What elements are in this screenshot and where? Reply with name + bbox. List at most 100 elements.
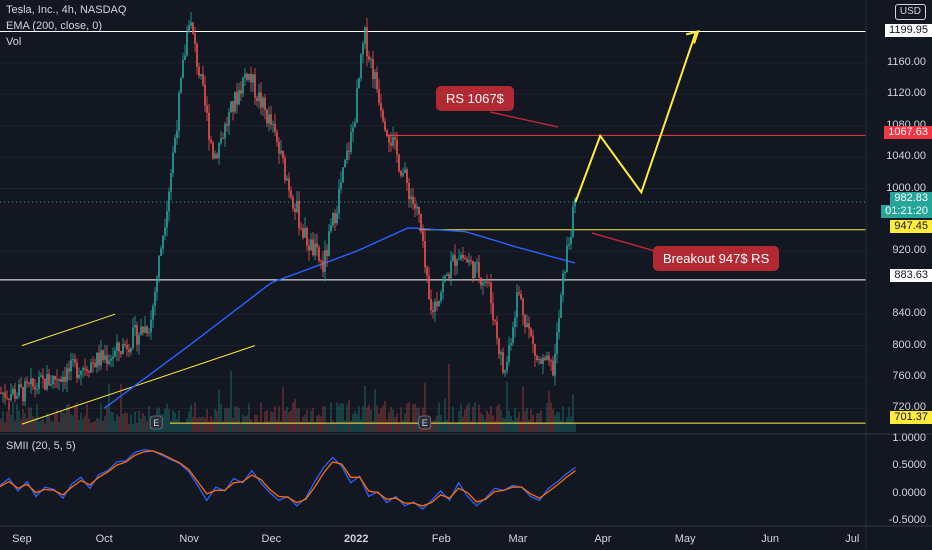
smii-tick: 0.5000 (892, 459, 926, 472)
candle-body (300, 227, 302, 229)
candle-body (334, 212, 336, 224)
candle-body (112, 356, 114, 359)
candle-body (410, 196, 412, 200)
volume-bar (58, 422, 60, 432)
volume-bar (560, 420, 562, 432)
candle-body (532, 335, 534, 344)
candle-body (278, 142, 280, 154)
candle-body (110, 358, 112, 361)
candle-body (380, 103, 382, 111)
earnings-marker-label: E (422, 418, 428, 428)
candle-body (288, 178, 290, 191)
volume-bar (172, 410, 174, 432)
candle-body (222, 138, 224, 140)
candle-body (74, 359, 76, 363)
volume-bar (466, 405, 468, 432)
volume-bar (546, 403, 548, 432)
volume-bar (212, 420, 214, 432)
candle-body (424, 241, 426, 268)
volume-bar (558, 412, 560, 432)
candle-body (272, 123, 274, 125)
candle-body (108, 360, 110, 365)
smii-legend[interactable]: SMII (20, 5, 5) (6, 440, 76, 452)
time-tick: Apr (594, 533, 612, 545)
tag-701: 701.37 (890, 411, 932, 424)
smii-tick: 0.0000 (892, 486, 926, 499)
volume-bar (348, 400, 350, 432)
volume-bar (116, 414, 118, 432)
tag-883: 883.63 (890, 269, 932, 282)
volume-bar (542, 422, 544, 432)
candle-body (438, 300, 440, 307)
volume-legend[interactable]: Vol (6, 36, 22, 48)
candle-body (298, 201, 300, 228)
volume-bar (224, 408, 226, 432)
candle-body (342, 167, 344, 183)
candle-body (332, 212, 334, 226)
volume-bar (108, 384, 110, 432)
candle-body (538, 359, 540, 361)
volume-bar (94, 421, 96, 432)
volume-bar (144, 416, 146, 432)
candle-body (258, 92, 260, 102)
candle-body (382, 110, 384, 122)
ema-legend[interactable]: EMA (200, close, 0) (6, 20, 102, 32)
volume-bar (42, 418, 44, 432)
earnings-marker-label: E (153, 418, 159, 428)
candle-body (226, 124, 228, 126)
candle-body (386, 130, 388, 136)
volume-bar (182, 423, 184, 432)
candle-body (160, 248, 162, 257)
volume-bar (228, 408, 230, 432)
volume-bar (184, 423, 186, 432)
candle-body (550, 360, 552, 362)
candle-body (124, 343, 126, 346)
candle-body (562, 273, 564, 296)
volume-bar (252, 422, 254, 432)
volume-bar (122, 413, 124, 432)
volume-bar (26, 418, 28, 432)
candle-body (448, 274, 450, 279)
candle-body (68, 368, 70, 372)
candle-body (142, 326, 144, 333)
volume-bar (438, 402, 440, 432)
candle-body (314, 243, 316, 256)
candle-body (560, 295, 562, 318)
volume-bar (148, 406, 150, 432)
candle-body (182, 60, 184, 78)
candle-body (282, 150, 284, 159)
candle-body (404, 169, 406, 174)
currency-button[interactable]: USD (894, 4, 926, 20)
volume-bar (492, 415, 494, 432)
volume-bar (230, 370, 232, 432)
candle-body (274, 123, 276, 132)
candle-body (284, 158, 286, 181)
candle-body (228, 112, 230, 126)
volume-bar (346, 404, 348, 432)
annotation-rs[interactable]: RS 1067$ (436, 86, 514, 111)
volume-bar (38, 421, 40, 432)
volume-bar (234, 406, 236, 432)
volume-bar (88, 418, 90, 432)
time-tick: Feb (431, 533, 451, 545)
volume-bar (70, 414, 72, 432)
candle-body (432, 310, 434, 313)
annotation-breakout[interactable]: Breakout 947$ RS (653, 246, 780, 271)
candle-body (302, 228, 304, 238)
tag-982: 982.83 (890, 192, 932, 205)
volume-bar (470, 421, 472, 432)
volume-bar (170, 420, 172, 432)
smii-series-line (0, 450, 576, 507)
candle-body (192, 22, 194, 34)
candle-body (518, 292, 520, 294)
volume-bar (270, 411, 272, 432)
volume-bar (544, 422, 546, 432)
volume-bar (534, 423, 536, 432)
candle-body (180, 77, 182, 93)
trendlines (21, 313, 256, 425)
volume-bar (268, 421, 270, 432)
tag-1199: 1199.95 (885, 24, 932, 37)
volume-bar (114, 420, 116, 432)
